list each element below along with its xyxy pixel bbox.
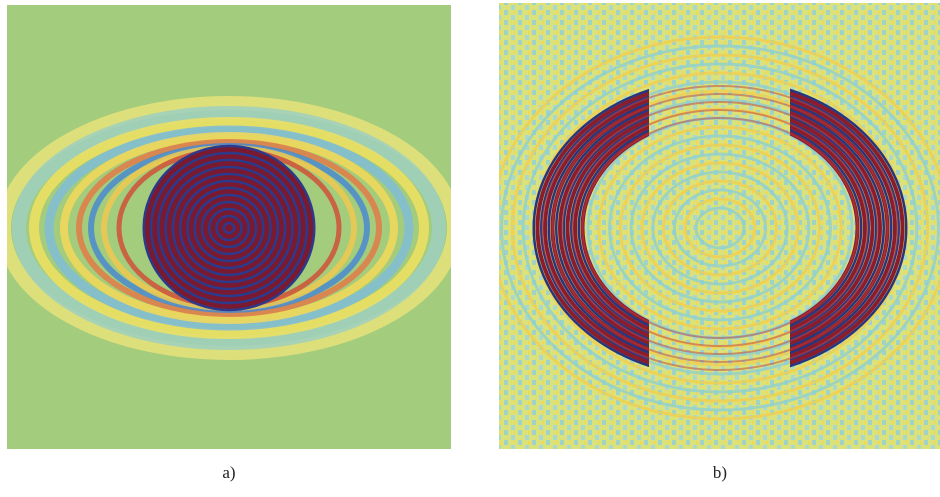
wave-ring — [651, 170, 789, 286]
wave-ring — [171, 172, 287, 284]
wave-ring — [597, 125, 843, 331]
panel-label: a) — [222, 463, 235, 482]
wave-ring — [164, 165, 294, 291]
wave-ring — [7, 96, 451, 360]
wave-ring — [618, 143, 822, 313]
wave-ring — [694, 206, 746, 250]
wave-ring — [608, 134, 832, 322]
wave-ring — [76, 139, 382, 317]
wave-ring — [662, 179, 778, 277]
wave-ring — [144, 146, 314, 310]
wave-ring — [499, 35, 940, 421]
panel-a-image — [7, 5, 451, 449]
wave-ring — [561, 101, 879, 355]
wave-ring — [640, 161, 800, 295]
wave-ring — [12, 106, 446, 350]
wave-ring — [215, 214, 243, 242]
wave-ring — [60, 132, 398, 324]
wave-ring — [29, 117, 429, 339]
wave-ring — [672, 188, 768, 268]
wave-ring — [207, 207, 251, 249]
wave-ring — [200, 200, 258, 256]
panel-label: b) — [713, 463, 727, 482]
wave-ring — [551, 93, 889, 363]
wave-ring — [222, 221, 236, 235]
wave-ring — [521, 62, 919, 394]
wave-ring — [142, 144, 316, 312]
wave-ring — [629, 152, 811, 304]
wave-ring — [186, 186, 272, 270]
wave-ring — [683, 197, 757, 259]
wave-ring — [541, 85, 899, 371]
panel-b-image — [499, 3, 940, 449]
wave-ring — [571, 109, 869, 347]
wave-ring — [44, 125, 414, 331]
wave-ring — [149, 151, 309, 305]
wave-ring — [500, 44, 940, 412]
wave-ring — [193, 193, 265, 263]
wave-ring — [581, 117, 859, 339]
wave-ring — [157, 158, 301, 298]
wave-ring — [510, 53, 930, 403]
wave-ring — [178, 179, 280, 277]
